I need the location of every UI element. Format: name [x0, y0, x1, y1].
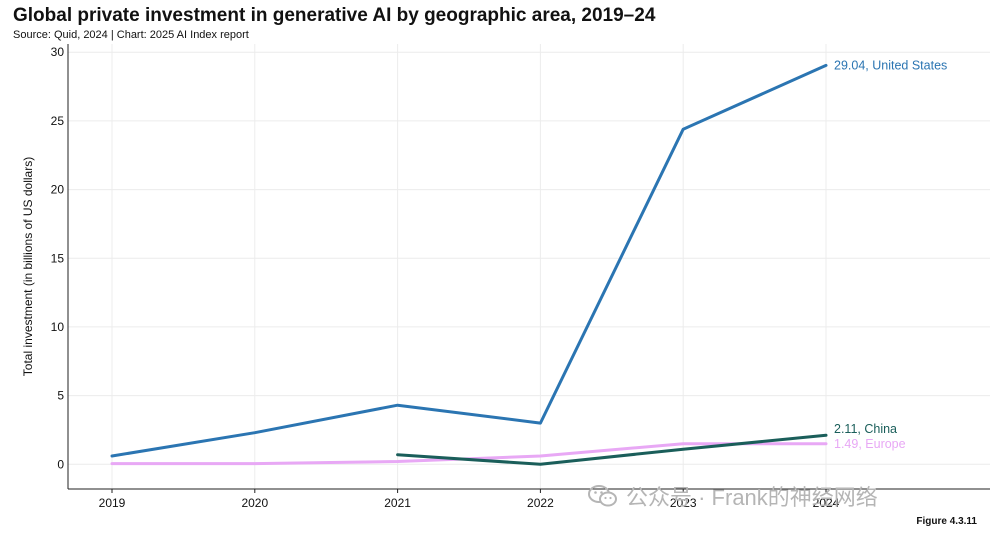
x-tick-label-2024: 2024 — [813, 496, 840, 510]
end-label-china: 2.11, China — [834, 422, 897, 436]
end-label-united-states: 29.04, United States — [834, 58, 947, 72]
y-tick-label-25: 25 — [51, 114, 65, 128]
figure-label: Figure 4.3.11 — [916, 516, 977, 527]
series-line-united-states — [110, 63, 828, 458]
chart-subtitle: Source: Quid, 2024 | Chart: 2025 AI Inde… — [13, 29, 249, 41]
axes: 0 5 10 15 20 25 30 2019 2020 2021 2022 2023 2024 Tota… — [21, 44, 990, 510]
x-tick-label-2020: 2020 — [241, 496, 268, 510]
x-tick-label-2019: 2019 — [99, 496, 126, 510]
y-tick-label-20: 20 — [51, 183, 65, 197]
wechat-icon — [588, 485, 617, 507]
y-tick-label-30: 30 — [51, 45, 65, 59]
series-line-china — [396, 433, 828, 466]
watermark: 公众号 · Frank的神经网络 — [588, 480, 878, 512]
grid-lines — [68, 44, 990, 489]
x-tick-label-2021: 2021 — [384, 496, 411, 510]
x-tick-label-2023: 2023 — [670, 496, 697, 510]
x-tick-label-2022: 2022 — [527, 496, 554, 510]
watermark-text: 公众号 · Frank的神经网络 — [626, 485, 878, 510]
y-axis-title: Total investment (in billions of US doll… — [21, 157, 35, 376]
series-lines — [110, 63, 828, 466]
chart-title: Global private investment in generative … — [13, 5, 656, 26]
y-tick-label-0: 0 — [57, 457, 64, 471]
end-label-europe: 1.49, Europe — [834, 437, 906, 451]
y-tick-label-5: 5 — [57, 389, 64, 403]
y-tick-label-15: 15 — [51, 251, 65, 265]
y-tick-label-10: 10 — [51, 320, 65, 334]
